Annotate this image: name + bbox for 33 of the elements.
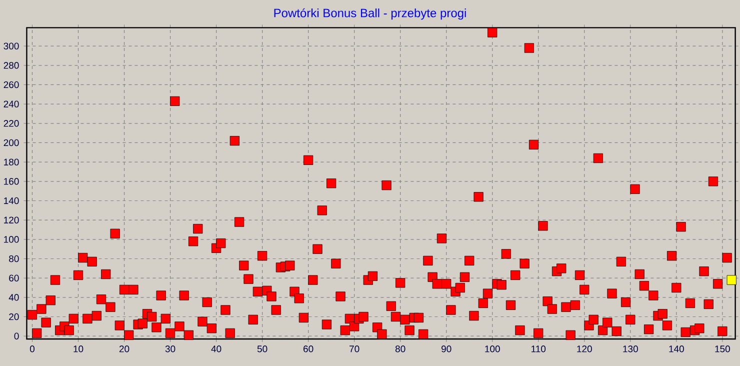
y-tick-label: 60 — [9, 274, 19, 282]
x-tick-label: 10 — [74, 346, 84, 352]
y-tick-label: 200 — [4, 139, 19, 146]
y-tick-label: 20 — [9, 313, 19, 320]
y-tick-label: 220 — [4, 120, 19, 127]
y-tick-label: 240 — [4, 100, 19, 108]
x-tick-label: 120 — [577, 346, 592, 352]
y-tick-label: 120 — [4, 216, 19, 224]
y-tick-label: 300 — [4, 42, 19, 50]
x-tick-label: 150 — [715, 346, 730, 352]
x-tick-label: 80 — [395, 346, 406, 352]
x-tick-label: 20 — [119, 346, 130, 352]
y-tick-label: 180 — [4, 158, 19, 166]
x-tick-label: 40 — [211, 346, 222, 352]
y-tick-label: 280 — [4, 62, 19, 69]
x-tick-label: 130 — [623, 346, 638, 352]
x-tick-label: 140 — [669, 346, 684, 352]
x-tick-label: 70 — [350, 346, 360, 352]
x-tick-label: 0 — [30, 346, 35, 352]
x-tick-label: 30 — [165, 346, 176, 352]
y-tick-label: 80 — [9, 255, 19, 262]
y-tick-label: 40 — [8, 294, 19, 301]
y-tick-label: 100 — [4, 236, 19, 243]
y-tick-label: 160 — [4, 178, 19, 185]
chart-title: Powtórki Bonus Ball - przebyte progi — [274, 8, 466, 20]
x-tick-label: 100 — [485, 346, 500, 352]
y-tick-label: 140 — [4, 197, 19, 204]
y-tick-label: 0 — [14, 332, 19, 340]
y-tick-label: 260 — [4, 81, 19, 88]
x-tick-label: 90 — [442, 346, 452, 352]
x-tick-label: 60 — [304, 346, 314, 352]
x-tick-label: 50 — [257, 346, 268, 352]
x-tick-label: 110 — [532, 346, 546, 352]
